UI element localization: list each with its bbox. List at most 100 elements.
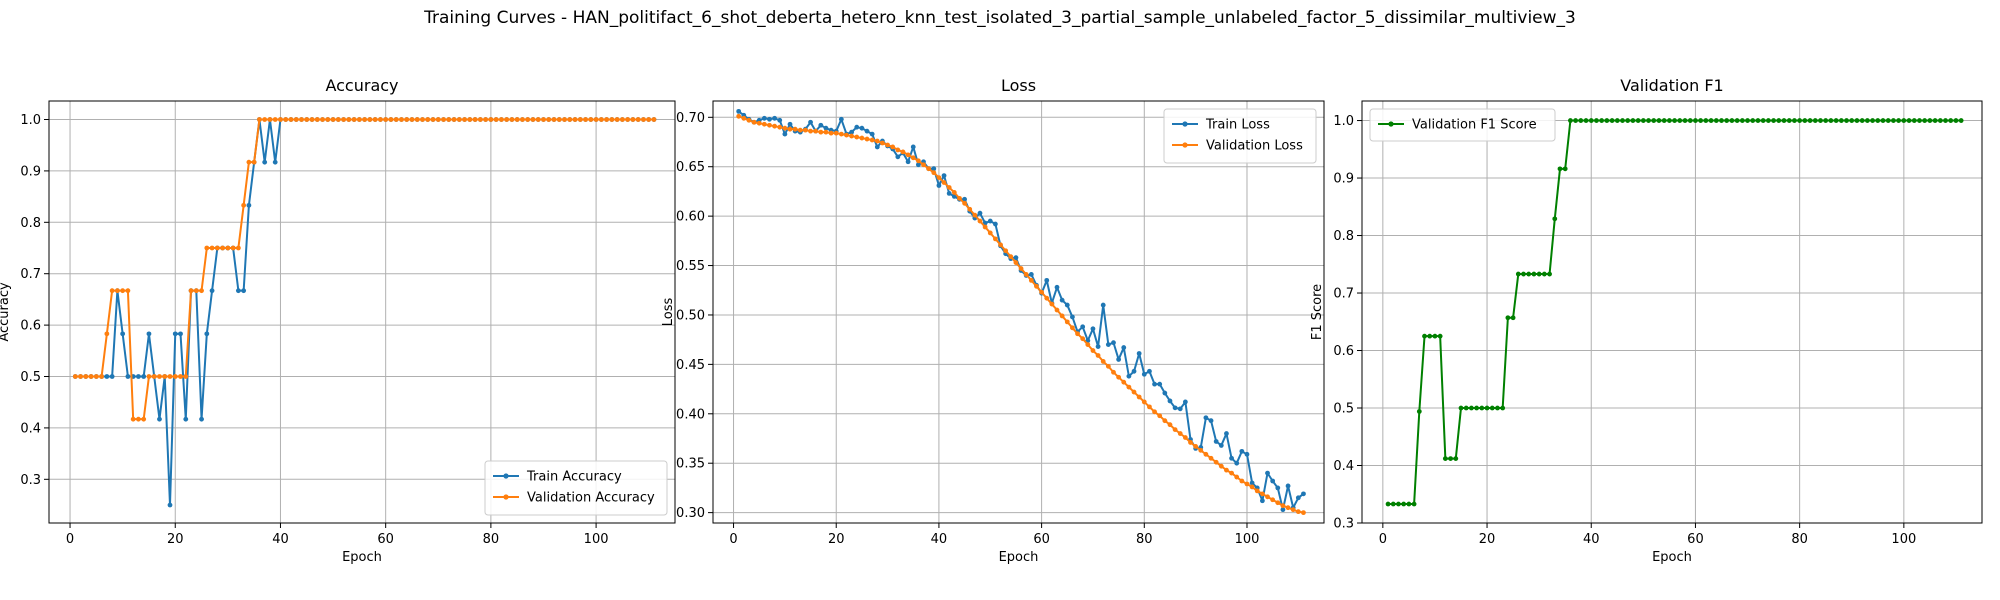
data-point bbox=[1147, 368, 1152, 374]
x-tick-label: 40 bbox=[1583, 532, 1600, 547]
data-point bbox=[1295, 495, 1301, 501]
data-point bbox=[1547, 271, 1552, 277]
data-point bbox=[1208, 455, 1214, 461]
data-point bbox=[1270, 497, 1276, 503]
data-point bbox=[777, 124, 783, 130]
data-point bbox=[1152, 409, 1157, 415]
data-point bbox=[1760, 118, 1766, 123]
data-point bbox=[1489, 405, 1495, 411]
data-point bbox=[551, 117, 557, 122]
data-point bbox=[1075, 331, 1080, 337]
data-point bbox=[1116, 357, 1122, 362]
data-point bbox=[251, 159, 257, 165]
figure-title: Training Curves - HAN_politifact_6_shot_… bbox=[424, 8, 1576, 28]
y-tick-label: 0.4 bbox=[20, 421, 41, 436]
x-tick-label: 20 bbox=[1479, 532, 1496, 547]
data-point bbox=[1054, 284, 1060, 290]
data-point bbox=[895, 154, 901, 160]
legend-label: Validation Accuracy bbox=[527, 491, 655, 506]
data-point bbox=[1568, 118, 1573, 123]
data-point bbox=[1044, 295, 1050, 301]
data-point bbox=[1136, 394, 1142, 400]
data-point bbox=[341, 117, 346, 122]
y-tick-label: 0.7 bbox=[20, 267, 41, 282]
data-point bbox=[1515, 271, 1521, 277]
data-point bbox=[514, 117, 520, 122]
data-point bbox=[1917, 118, 1922, 123]
data-point bbox=[330, 117, 336, 122]
data-point bbox=[838, 116, 844, 122]
chart-title: Accuracy bbox=[325, 76, 398, 95]
y-tick-label: 0.3 bbox=[20, 473, 41, 488]
data-point bbox=[854, 124, 860, 130]
data-point bbox=[214, 245, 220, 251]
data-point bbox=[1162, 418, 1168, 424]
data-point bbox=[1239, 478, 1245, 484]
data-point bbox=[1948, 118, 1954, 123]
y-tick-label: 0.8 bbox=[1333, 229, 1354, 244]
data-point bbox=[1213, 439, 1219, 444]
data-point bbox=[772, 123, 778, 129]
data-point bbox=[1218, 443, 1224, 448]
data-point bbox=[741, 115, 747, 121]
data-point bbox=[104, 331, 110, 337]
data-point bbox=[787, 126, 793, 132]
data-point bbox=[844, 132, 849, 138]
legend-marker bbox=[1388, 121, 1394, 127]
legend-marker bbox=[1182, 121, 1188, 127]
data-point bbox=[1958, 118, 1964, 123]
data-point bbox=[1495, 405, 1500, 411]
data-point bbox=[356, 117, 362, 122]
data-point bbox=[936, 183, 942, 188]
data-point bbox=[520, 117, 525, 122]
data-point bbox=[1105, 342, 1111, 348]
data-point bbox=[1416, 409, 1422, 414]
data-point bbox=[962, 196, 967, 202]
data-point bbox=[1885, 118, 1891, 123]
data-point bbox=[1018, 266, 1024, 271]
data-point bbox=[504, 117, 510, 122]
data-point bbox=[435, 117, 441, 122]
data-point bbox=[230, 245, 236, 251]
data-point bbox=[1244, 481, 1250, 487]
chart-panel-3: 0 20 40 60 80 100 0.3 0.4 0.5 0.6 0.7 0.8 0.9 1.0 Vali… bbox=[1310, 76, 1983, 565]
data-point bbox=[462, 117, 467, 122]
data-point bbox=[125, 288, 131, 294]
data-point bbox=[849, 133, 855, 139]
data-point bbox=[987, 230, 993, 236]
data-point bbox=[1739, 118, 1745, 123]
data-point bbox=[1390, 501, 1396, 507]
data-point bbox=[598, 117, 604, 122]
data-point bbox=[1625, 118, 1631, 123]
y-tick-label: 0.60 bbox=[676, 210, 705, 225]
data-point bbox=[1157, 413, 1163, 419]
data-point bbox=[183, 416, 189, 422]
y-tick-label: 0.5 bbox=[20, 370, 41, 385]
y-axis-label: Accuracy bbox=[0, 282, 12, 342]
chart-panel-2: 0 20 40 60 80 100 0.30 0.35 0.40 0.45 0.50 0.55 0.60… bbox=[661, 76, 1325, 565]
data-point bbox=[1157, 381, 1163, 387]
data-point bbox=[1620, 118, 1625, 123]
data-point bbox=[246, 202, 252, 208]
data-point bbox=[1131, 389, 1137, 395]
legend-box bbox=[1163, 108, 1317, 164]
legend-label: Validation Loss bbox=[1206, 139, 1303, 154]
data-point bbox=[1280, 503, 1286, 509]
legend-box bbox=[1369, 108, 1556, 142]
data-point bbox=[962, 200, 967, 206]
data-point bbox=[1562, 166, 1568, 172]
axes-frame bbox=[48, 100, 676, 524]
y-tick-label: 0.4 bbox=[1333, 459, 1354, 474]
data-point bbox=[1651, 118, 1657, 123]
data-point bbox=[1085, 342, 1091, 348]
data-point bbox=[1049, 301, 1055, 307]
data-point bbox=[1812, 118, 1818, 123]
data-point bbox=[1182, 435, 1188, 440]
data-point bbox=[1265, 494, 1270, 500]
data-point bbox=[1521, 271, 1526, 277]
y-tick-label: 1.0 bbox=[1333, 114, 1354, 129]
data-point bbox=[1244, 451, 1250, 457]
data-point bbox=[1552, 216, 1558, 222]
data-point bbox=[838, 131, 844, 137]
data-point bbox=[1385, 501, 1391, 507]
